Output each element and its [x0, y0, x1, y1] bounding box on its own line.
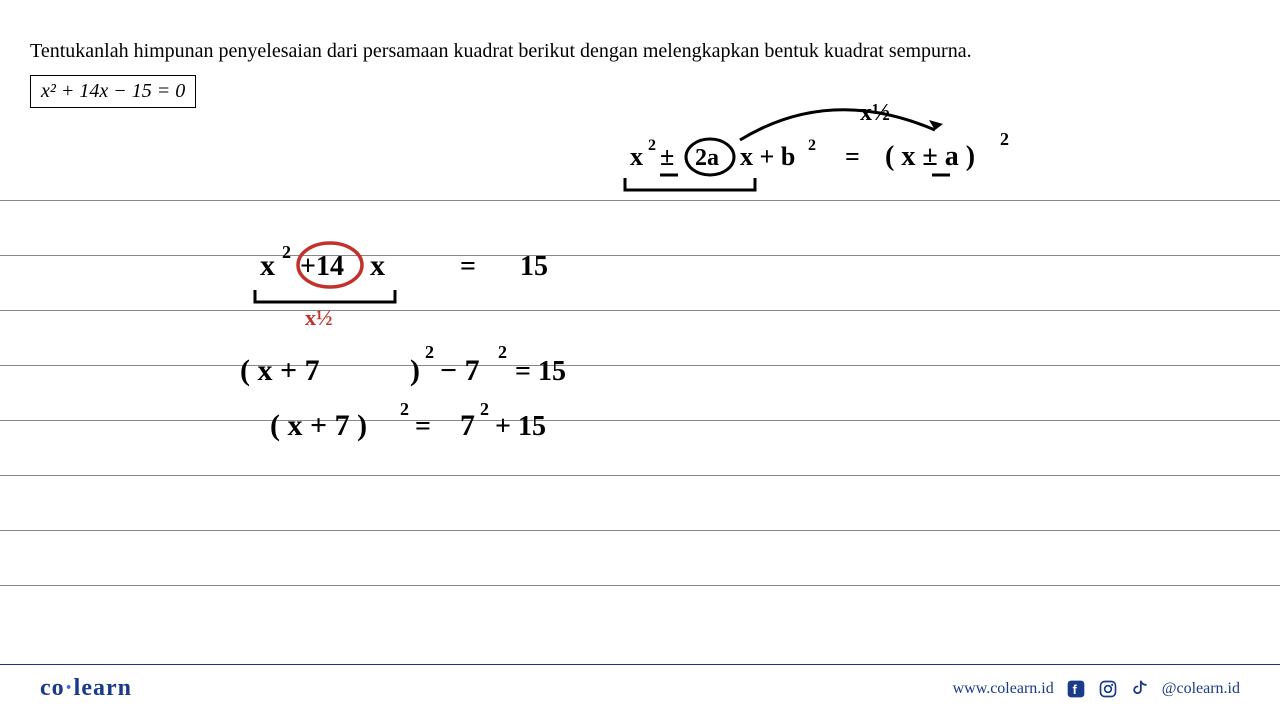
svg-text:2: 2 [648, 137, 656, 154]
svg-text:2: 2 [808, 137, 816, 154]
instagram-icon [1098, 679, 1118, 699]
svg-text:x + b: x + b [740, 142, 795, 171]
tiktok-icon [1130, 679, 1150, 699]
formula-circled: 2a [695, 145, 719, 171]
footer-handle: @colearn.id [1162, 680, 1240, 698]
footer-url: www.colearn.id [953, 680, 1054, 698]
svg-text:=: = [845, 142, 860, 171]
svg-text:2: 2 [1000, 129, 1009, 149]
facebook-icon: f [1066, 679, 1086, 699]
brand-co: co [40, 675, 65, 701]
brand-dot: · [65, 675, 74, 701]
ruled-area [0, 200, 1280, 640]
footer-bar: co·learn www.colearn.id f @colearn.id [0, 664, 1280, 702]
problem-equation: x² + 14x − 15 = 0 [30, 75, 196, 108]
formula-half-label: x½ [860, 100, 890, 126]
svg-text:x: x [630, 142, 643, 171]
footer-right: www.colearn.id f @colearn.id [953, 679, 1240, 699]
problem-instruction: Tentukanlah himpunan penyelesaian dari p… [30, 40, 972, 63]
brand-learn: learn [74, 675, 132, 701]
brand-logo: co·learn [40, 675, 132, 702]
svg-text:( x ± a ): ( x ± a ) [885, 141, 975, 172]
svg-text:±: ± [660, 142, 674, 171]
